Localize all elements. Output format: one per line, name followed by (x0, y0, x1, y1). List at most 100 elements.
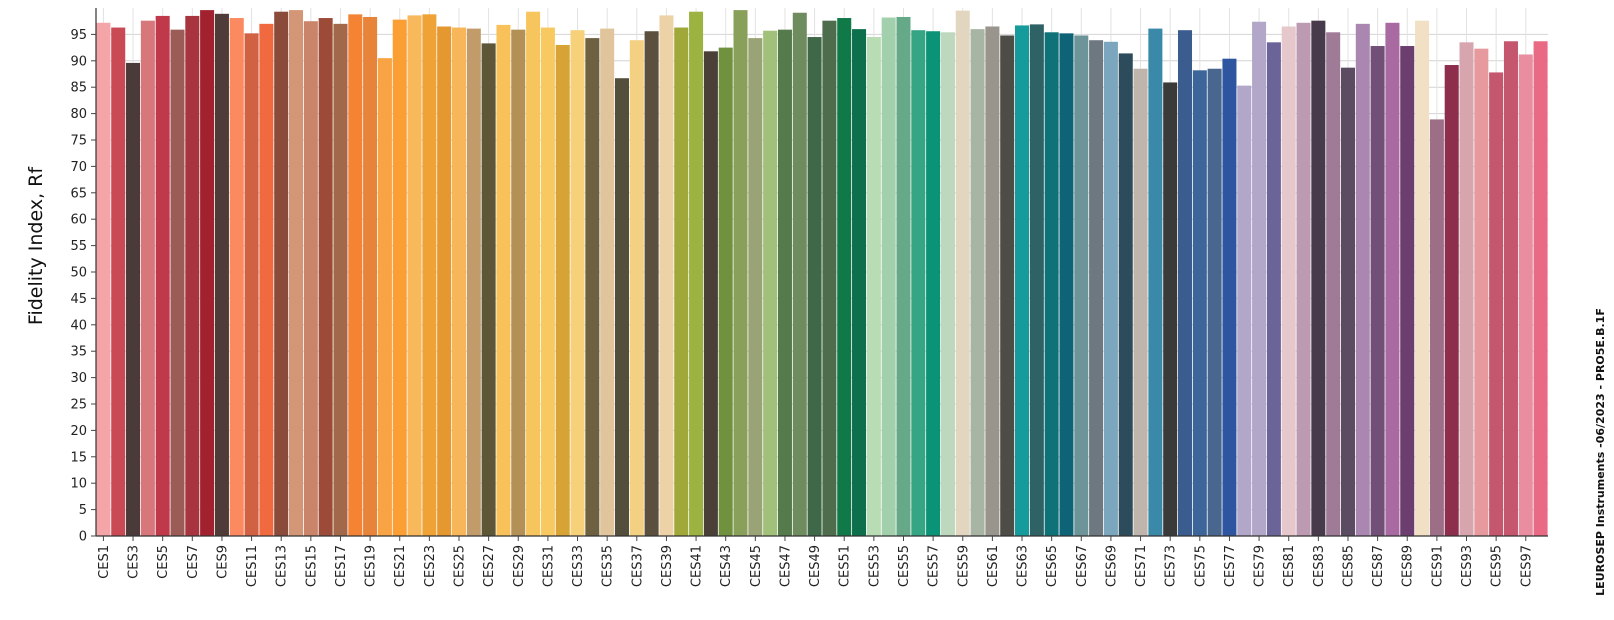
bar-ces45 (748, 38, 763, 536)
x-tick-label: CES7 (186, 545, 201, 579)
bar-ces5 (155, 15, 170, 537)
y-tick-label: 70 (70, 160, 87, 175)
bar-ces82 (1296, 22, 1311, 536)
bar-ces30 (526, 11, 541, 536)
x-tick-label: CES59 (956, 545, 971, 587)
bar-ces32 (555, 44, 570, 537)
x-tick-label: CES77 (1223, 545, 1238, 587)
y-tick-label: 95 (70, 28, 87, 43)
bar-ces39 (659, 15, 674, 536)
bar-ces69 (1103, 41, 1118, 536)
x-tick-label: CES95 (1490, 545, 1505, 587)
y-tick-label: 0 (79, 530, 87, 545)
x-tick-label: CES9 (215, 545, 230, 579)
y-axis-label: Fidelity Index, Rf (25, 166, 47, 325)
bar-ces1 (96, 22, 111, 536)
x-tick-label: CES29 (512, 545, 527, 587)
bar-ces11 (244, 33, 259, 537)
x-tick-label: CES67 (1075, 545, 1090, 587)
y-tick-label: 50 (70, 266, 87, 281)
bar-ces6 (170, 29, 185, 537)
bar-ces85 (1340, 67, 1355, 536)
bar-ces66 (1059, 33, 1074, 537)
bar-ces72 (1148, 28, 1163, 537)
bar-ces9 (214, 13, 229, 537)
bar-ces53 (866, 37, 881, 536)
y-tick-label: 40 (70, 318, 87, 333)
bar-ces50 (822, 20, 837, 537)
bar-ces42 (703, 51, 718, 537)
bar-ces19 (363, 16, 378, 537)
y-tick-label: 75 (70, 134, 87, 149)
bar-ces62 (1000, 35, 1015, 537)
bar-ces52 (852, 29, 867, 537)
bar-ces37 (629, 40, 644, 537)
bar-ces73 (1163, 82, 1178, 536)
x-tick-label: CES1 (97, 545, 112, 579)
bar-ces3 (126, 62, 141, 536)
bar-ces76 (1207, 68, 1222, 536)
y-tick-label: 10 (70, 477, 87, 492)
x-tick-label: CES55 (897, 545, 912, 587)
x-tick-label: CES79 (1253, 545, 1268, 587)
x-tick-label: CES81 (1282, 545, 1297, 587)
bar-ces49 (807, 37, 822, 536)
bar-ces77 (1222, 58, 1237, 536)
x-tick-label: CES43 (719, 545, 734, 587)
x-tick-label: CES93 (1460, 545, 1475, 587)
x-tick-label: CES53 (867, 545, 882, 587)
bar-ces81 (1281, 26, 1296, 536)
bar-ces97 (1518, 54, 1533, 537)
bar-ces70 (1118, 53, 1133, 536)
bar-ces59 (955, 10, 970, 536)
bar-ces33 (570, 30, 585, 537)
bar-ces26 (466, 28, 481, 537)
bar-ces27 (481, 43, 496, 536)
bar-ces14 (289, 10, 304, 537)
y-tick-label: 80 (70, 107, 87, 122)
bar-ces96 (1503, 41, 1518, 536)
bar-ces15 (303, 21, 318, 536)
bar-ces86 (1355, 23, 1370, 536)
x-tick-label: CES5 (156, 545, 171, 579)
bar-ces88 (1385, 22, 1400, 536)
bar-ces36 (614, 78, 629, 536)
bar-ces34 (585, 38, 600, 536)
x-tick-label: CES35 (601, 545, 616, 587)
bar-ces87 (1370, 46, 1385, 537)
y-tick-label: 60 (70, 213, 87, 228)
bar-ces93 (1459, 42, 1474, 536)
x-tick-label: CES39 (660, 545, 675, 587)
y-tick-label: 55 (70, 239, 87, 254)
bar-ces28 (496, 24, 511, 537)
bar-ces91 (1429, 119, 1444, 536)
bar-ces12 (259, 23, 274, 536)
x-tick-label: CES11 (245, 545, 260, 587)
x-tick-label: CES45 (749, 545, 764, 587)
bar-ces48 (792, 12, 807, 536)
bar-ces95 (1489, 72, 1504, 537)
bar-series (96, 10, 1548, 537)
x-tick-label: CES23 (423, 545, 438, 587)
bar-ces65 (1044, 32, 1059, 536)
bar-ces64 (1029, 24, 1044, 537)
x-tick-label: CES63 (1016, 545, 1031, 587)
x-tick-label: CES91 (1430, 545, 1445, 587)
watermark-text: LEUROSEP Instruments -06/2023 - PRO5E.B.… (1594, 308, 1607, 596)
bar-ces46 (763, 30, 778, 536)
bar-ces58 (940, 32, 955, 536)
x-tick-label: CES97 (1519, 545, 1534, 587)
x-tick-label: CES75 (1193, 545, 1208, 587)
bar-ces17 (333, 23, 348, 536)
x-tick-label: CES3 (127, 545, 142, 579)
y-tick-label: 25 (70, 398, 87, 413)
y-tick-label: 45 (70, 292, 87, 307)
x-tick-label: CES21 (393, 545, 408, 587)
bar-ces18 (348, 14, 363, 536)
y-tick-label: 15 (70, 450, 87, 465)
bar-ces98 (1533, 41, 1548, 536)
y-tick-label: 5 (79, 503, 87, 518)
bar-ces31 (540, 27, 555, 536)
bar-ces68 (1089, 40, 1104, 537)
x-tick-label: CES15 (304, 545, 319, 587)
